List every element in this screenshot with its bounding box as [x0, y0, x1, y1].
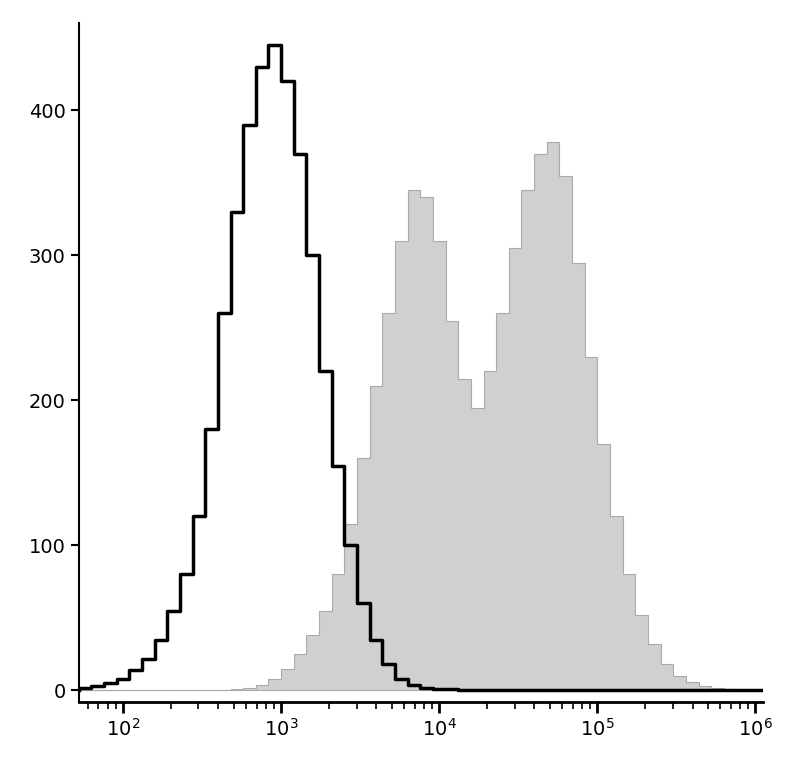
Polygon shape — [79, 142, 762, 690]
